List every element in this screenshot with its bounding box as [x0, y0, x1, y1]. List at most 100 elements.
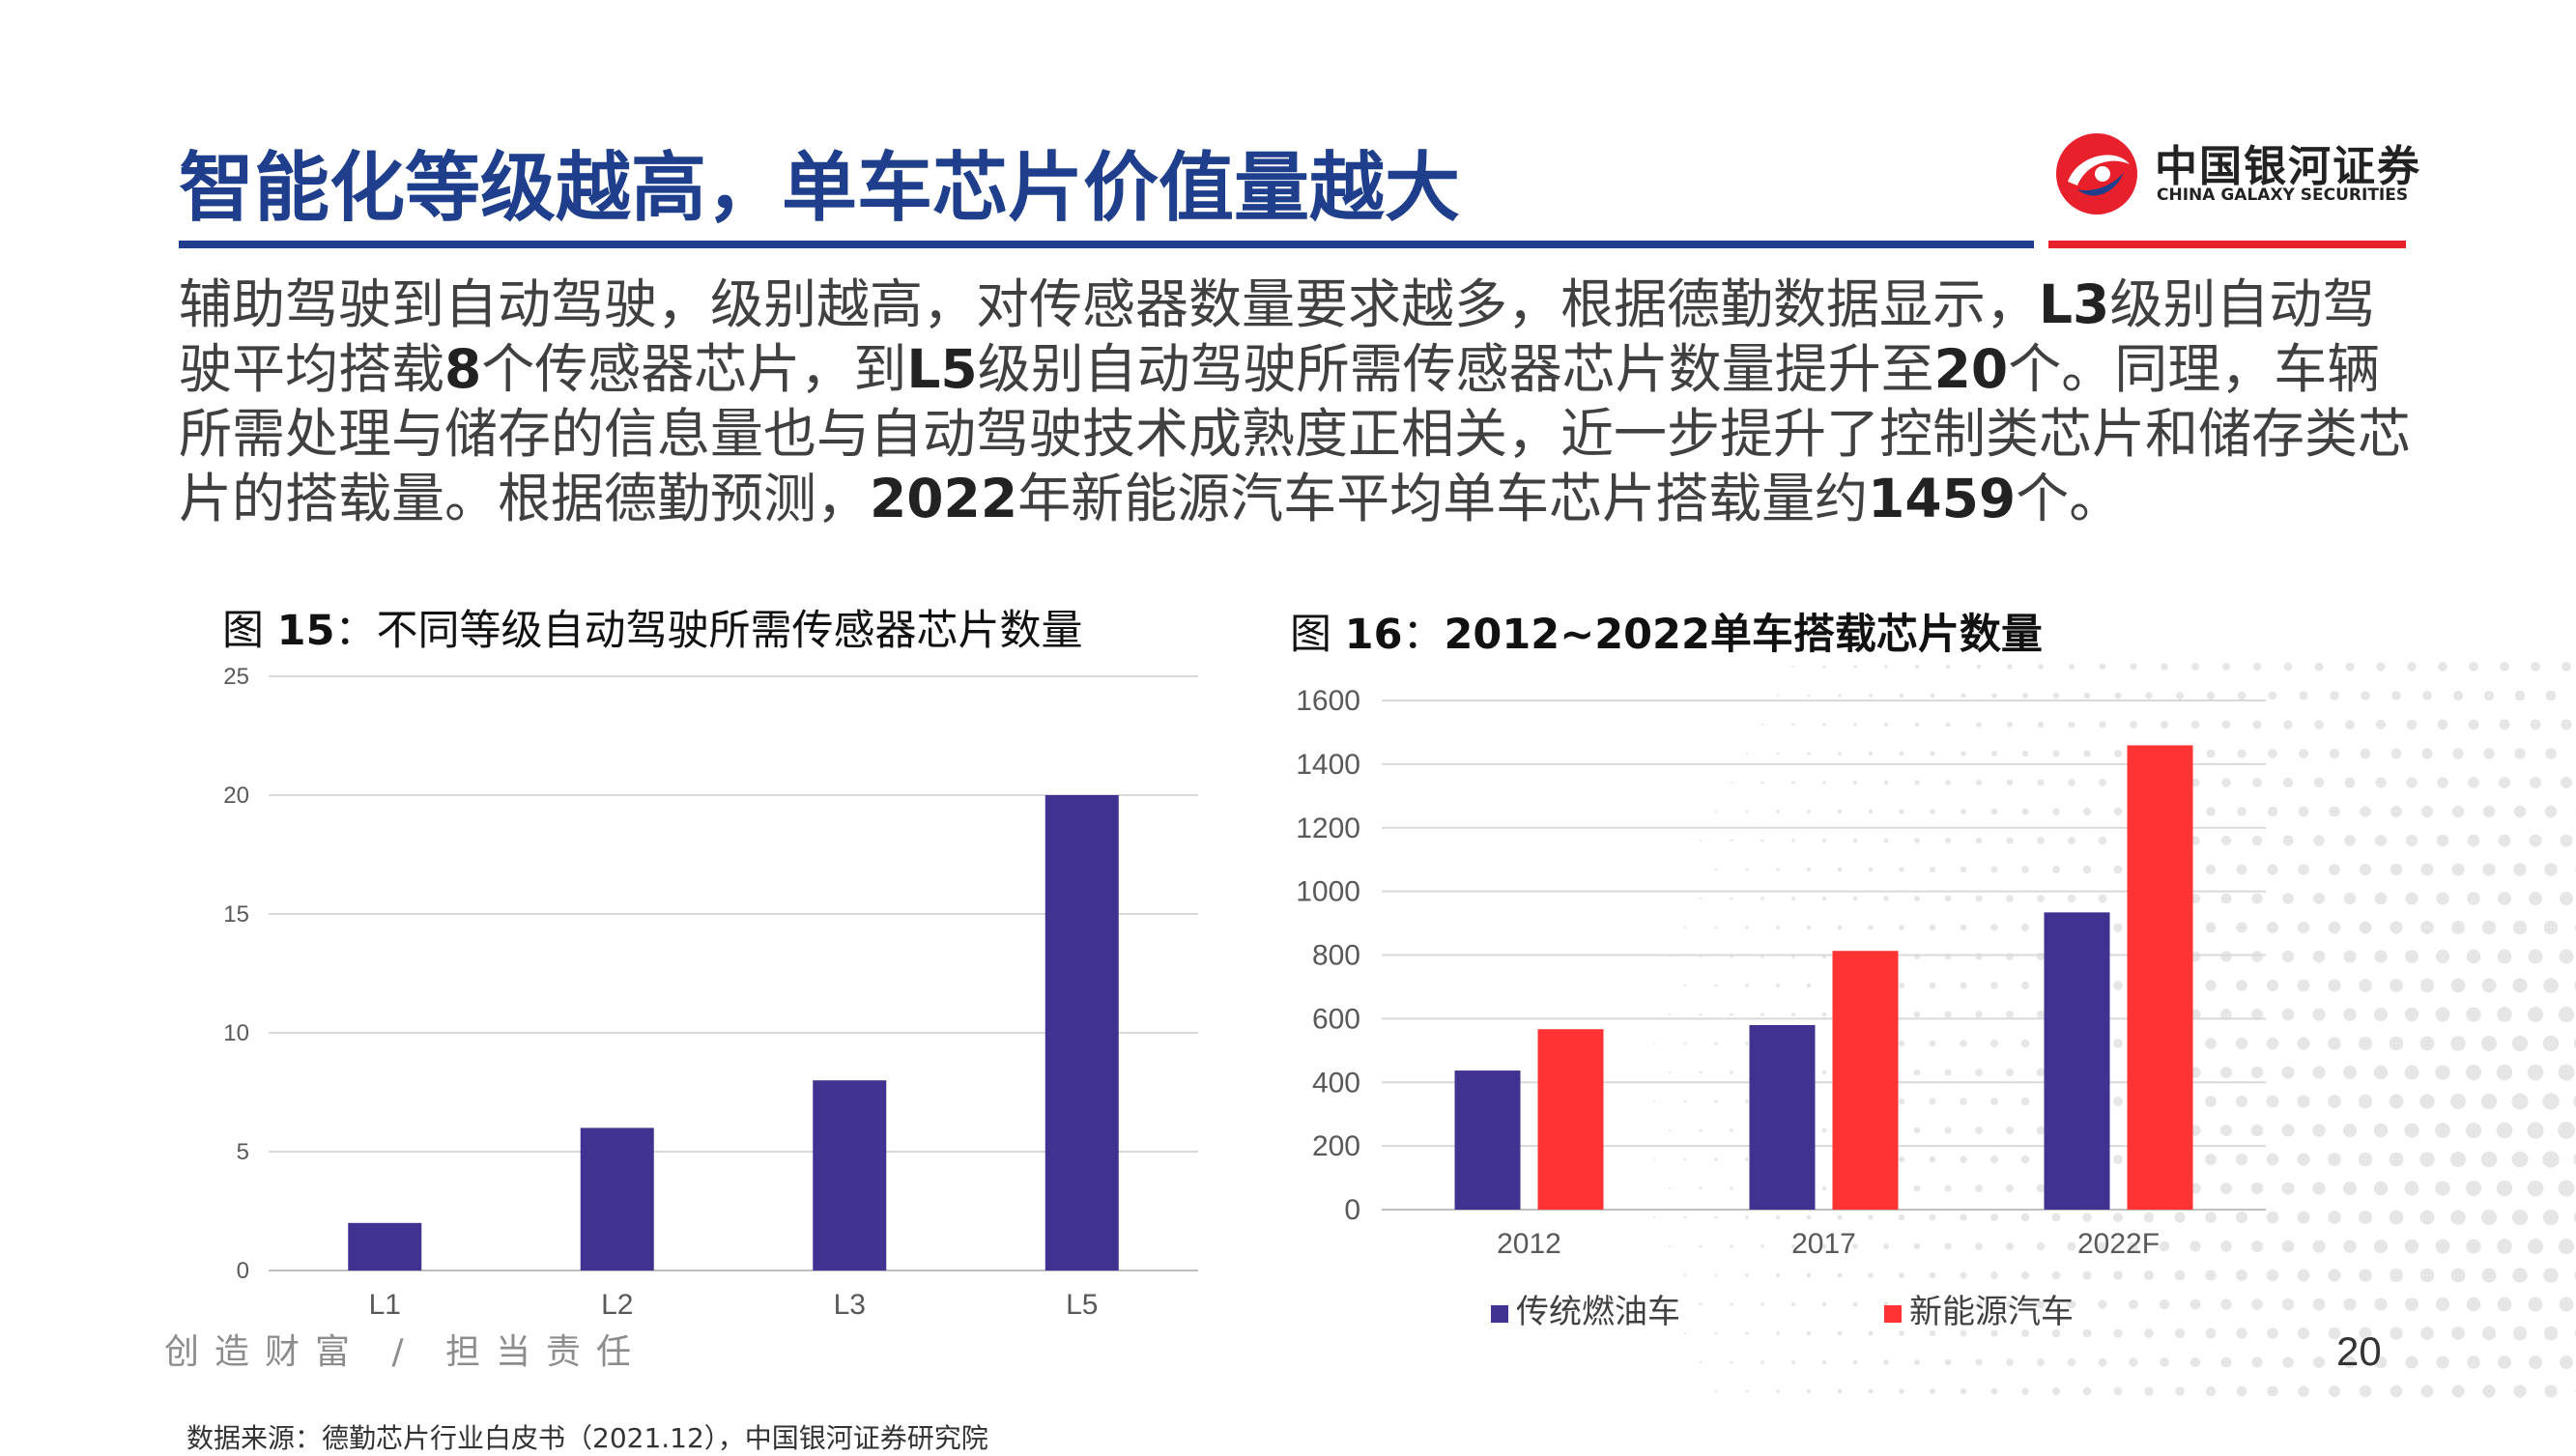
bg-dot	[2559, 1007, 2574, 1022]
bg-dot	[2450, 1036, 2465, 1050]
y-tick-label: 1000	[1296, 876, 1360, 908]
bg-dot	[2114, 1387, 2123, 1396]
y-tick-label: 1400	[1296, 749, 1360, 781]
bg-dot	[2343, 1182, 2357, 1195]
bg-dot	[2450, 1094, 2466, 1109]
bg-dot	[2375, 777, 2386, 787]
bg-dot	[2467, 892, 2480, 905]
bg-dot	[2559, 1239, 2574, 1254]
page-title: 智能化等级越高，单车芯片价值量越大	[179, 128, 1460, 236]
bg-dot	[2512, 1094, 2529, 1110]
bg-dot	[2328, 1153, 2341, 1166]
bg-dot	[1868, 1330, 1873, 1335]
bg-dot	[2482, 1327, 2496, 1340]
bg-dot	[2469, 662, 2478, 671]
bg-dot	[2315, 663, 2324, 671]
bg-dot	[2390, 979, 2403, 992]
bg-dot	[2529, 1356, 2542, 1369]
figure-15-title: 图 15：不同等级自动驾驶所需传感器芯片数量	[222, 597, 1083, 657]
bg-dot	[2343, 1240, 2357, 1253]
bg-dot	[2436, 1008, 2450, 1022]
bg-dot	[2359, 979, 2372, 992]
y-tick-label: 1600	[1296, 685, 1360, 717]
bg-dot	[2406, 777, 2417, 787]
bar	[1833, 951, 1899, 1210]
bg-dot	[2098, 1299, 2106, 1308]
bg-dot	[2314, 720, 2324, 729]
bg-dot	[2421, 1385, 2434, 1398]
bg-dot	[2435, 1065, 2449, 1079]
bg-dot	[1684, 1274, 1686, 1276]
title-underline-red	[2048, 241, 2406, 248]
bg-dot	[2481, 1210, 2497, 1225]
bg-dot	[2544, 863, 2557, 875]
bg-dot	[1700, 1303, 1703, 1306]
bg-dot	[2390, 1385, 2403, 1398]
bg-dot	[2419, 1210, 2434, 1224]
bg-dot	[2299, 807, 2309, 817]
bg-dot	[2082, 1270, 2091, 1279]
bg-dot	[2251, 1356, 2262, 1367]
bg-dot	[2512, 1036, 2528, 1051]
legend-swatch-ice	[1491, 1305, 1508, 1323]
bg-dot	[1776, 1389, 1780, 1393]
bg-dot	[2359, 1095, 2372, 1108]
bg-dot	[2113, 1328, 2122, 1337]
bg-dot	[2345, 662, 2354, 671]
bg-dot	[2282, 1356, 2294, 1368]
bg-dot	[2559, 1181, 2575, 1197]
bar	[1455, 1071, 1521, 1210]
para-bold-8: 8	[444, 338, 481, 400]
bg-dot	[2497, 1123, 2513, 1139]
bg-dot	[1807, 1389, 1811, 1393]
bg-dot	[2374, 1182, 2388, 1195]
x-tick-label: 2017	[1791, 1228, 1856, 1260]
bg-dot	[1715, 1274, 1718, 1277]
bg-dot	[2543, 1036, 2559, 1051]
bg-dot	[2206, 1328, 2217, 1339]
bg-dot	[2499, 835, 2511, 847]
bg-dot	[2328, 1037, 2341, 1050]
bg-dot	[2374, 950, 2387, 962]
fig15-caption: 不同等级自动驾驶所需传感器芯片数量	[377, 607, 1083, 655]
bg-dot	[2436, 1356, 2448, 1368]
bg-dot	[2360, 806, 2370, 816]
bg-dot	[2481, 1036, 2497, 1051]
bg-dot	[2528, 1065, 2544, 1081]
bg-dot	[2482, 863, 2495, 875]
bg-dot	[2312, 1008, 2325, 1020]
bg-dot	[2299, 691, 2307, 699]
para-bold-20: 20	[1934, 338, 2009, 400]
bg-dot	[2529, 950, 2543, 964]
bg-dot	[1914, 1359, 1920, 1365]
legend-label-ice: 传统燃油车	[1516, 1293, 1680, 1331]
bg-dot	[2436, 1298, 2449, 1311]
bg-dot	[2420, 1269, 2434, 1282]
bg-dot	[2129, 1357, 2137, 1366]
bg-dot	[2391, 691, 2401, 700]
bg-dot	[2376, 720, 2386, 729]
bg-dot	[2405, 1356, 2418, 1368]
bg-dot	[1822, 1360, 1826, 1364]
bg-dot	[2099, 1358, 2107, 1367]
bg-dot	[2329, 1385, 2340, 1397]
bg-dot	[2437, 777, 2448, 788]
legend-swatch-nev	[1884, 1305, 1902, 1323]
bg-dot	[2390, 1153, 2404, 1167]
para-text-7: 个。	[2016, 468, 2122, 529]
bg-dot	[2052, 1387, 2060, 1395]
bg-dot	[2483, 806, 2495, 817]
bg-dot	[1899, 1388, 1904, 1394]
bg-dot	[2160, 1357, 2169, 1367]
bg-dot	[1990, 1271, 1998, 1279]
bg-dot	[2405, 1008, 2419, 1022]
bg-dot	[2545, 806, 2557, 817]
bg-dot	[2313, 835, 2324, 845]
bg-dot	[2513, 1385, 2526, 1397]
bg-dot	[2221, 1357, 2232, 1368]
bg-dot	[2467, 1356, 2480, 1369]
bg-dot	[1930, 1388, 1935, 1394]
para-text-3: 个传感器芯片，到	[481, 338, 906, 400]
bg-dot	[2390, 1327, 2402, 1339]
bg-dot	[2451, 1385, 2464, 1397]
